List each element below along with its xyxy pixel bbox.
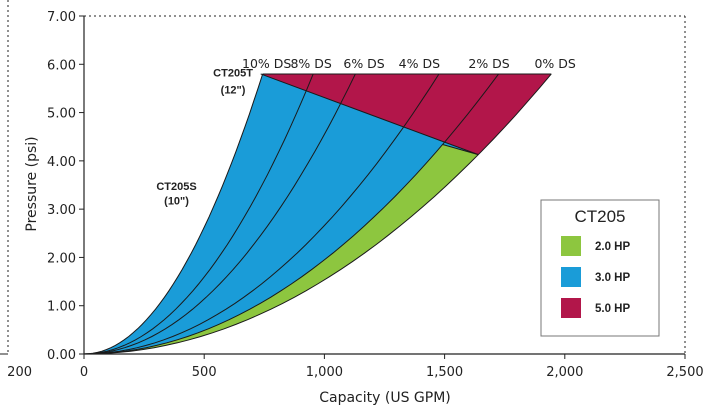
ds-curves — [83, 73, 552, 355]
ds-label-1: 8% DS — [290, 56, 331, 71]
y-tick-label-0: 0.00 — [47, 348, 76, 363]
y-tick-label-4: 4.00 — [47, 155, 76, 170]
annotation-2: CT205S — [156, 181, 196, 193]
ds-curve-5 — [83, 73, 552, 355]
ds-label-0: 10% DS — [242, 56, 291, 71]
legend-label-5hp: 5.0 HP — [595, 303, 630, 315]
legend-box — [540, 199, 660, 337]
ds-label-2: 6% DS — [343, 56, 384, 71]
legend-label-3hp: 3.0 HP — [595, 272, 630, 284]
y-tick-label-1: 1.00 — [47, 300, 76, 315]
ds-curve-1 — [83, 73, 314, 355]
x-tick-label-1: 500 — [192, 365, 217, 380]
chart-regions — [84, 73, 552, 355]
y-tick-label-2: 2.00 — [47, 251, 76, 266]
clipped-tick-label: 200 — [7, 365, 32, 380]
ds-curve-3 — [83, 73, 440, 355]
ds-curve-0 — [83, 73, 264, 355]
y-tick-label-5: 5.00 — [47, 107, 76, 122]
boundary-line-5hp-3hp — [260, 73, 479, 156]
legend-swatch-5hp — [561, 298, 581, 318]
x-tick-label-0: 0 — [80, 365, 88, 380]
y-tick-label-6: 6.00 — [47, 58, 76, 73]
region-3hp — [84, 73, 479, 355]
x-tick-label-3: 1,500 — [426, 365, 463, 380]
chart-axes — [0, 0, 686, 359]
x-axis-title: Capacity (US GPM) — [319, 390, 451, 406]
y-tick-label-3: 3.00 — [47, 203, 76, 218]
x-tick-label-5: 2,500 — [666, 365, 703, 380]
legend-title: CT205 — [574, 207, 625, 226]
annotation-0: CT205T — [213, 67, 253, 79]
annotation-3: (10") — [164, 195, 189, 207]
chart-legend: CT205 2.0 HP 3.0 HP 5.0 HP — [540, 199, 660, 337]
ds-label-5: 0% DS — [534, 56, 575, 71]
x-tick-label-2: 1,000 — [306, 365, 343, 380]
annotation-1: (12") — [221, 84, 246, 96]
legend-label-2hp: 2.0 HP — [595, 241, 630, 253]
ds-label-4: 2% DS — [468, 56, 509, 71]
chart-labels: 0.00 1.00 2.00 3.00 4.00 5.00 6.00 7.00 0 500 1,00… — [7, 10, 703, 380]
boundary-line-3hp-2hp — [442, 143, 479, 156]
ds-label-3: 4% DS — [399, 56, 440, 71]
legend-swatch-2hp — [561, 236, 581, 256]
x-tick-label-4: 2,000 — [546, 365, 583, 380]
region-2hp — [84, 144, 479, 354]
y-axis-title: Pressure (psi) — [24, 136, 40, 231]
ds-curve-2 — [83, 73, 356, 355]
legend-swatch-3hp — [561, 267, 581, 287]
ds-curve-4 — [83, 73, 500, 355]
y-tick-label-7: 7.00 — [47, 10, 76, 25]
